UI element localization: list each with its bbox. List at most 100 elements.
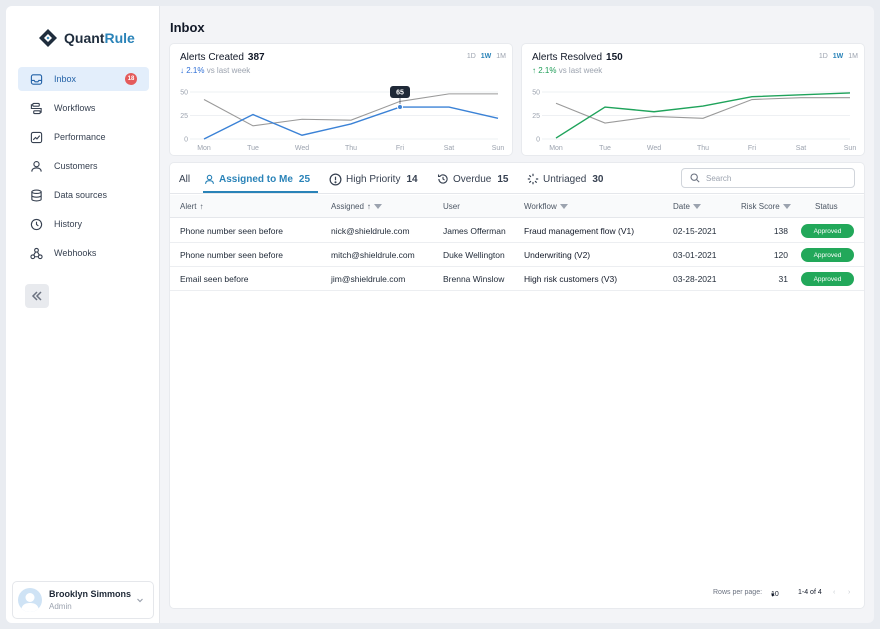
tab-label: Overdue [453, 173, 492, 185]
range-1d[interactable]: 1D [818, 53, 828, 60]
prev-page-icon[interactable]: ‹ [833, 589, 836, 596]
range-1w[interactable]: 1W [480, 53, 492, 60]
status-badge: Approved [801, 248, 854, 262]
column-status[interactable]: Status [815, 202, 838, 211]
y-tick-label: 0 [184, 137, 188, 144]
tab-all[interactable]: All [179, 172, 190, 186]
cell-alert: Email seen before [180, 274, 249, 284]
tab-count: 30 [592, 173, 604, 185]
inbox-badge: 18 [125, 73, 137, 85]
sidebar-item-webhooks[interactable]: Webhooks [18, 241, 149, 265]
x-tick-label: Thu [345, 145, 357, 152]
table-row[interactable]: Phone number seen before nick@shieldrule… [170, 219, 864, 243]
column-risk-score[interactable]: Risk Score [741, 202, 791, 211]
sidebar-item-inbox[interactable]: Inbox 18 [18, 67, 149, 91]
status-badge: Approved [801, 224, 854, 238]
change-value: 2.1% [538, 66, 557, 75]
arrow-down-icon: ↓ [180, 66, 184, 75]
column-workflow[interactable]: Workflow [524, 202, 568, 211]
sidebar-item-label: Performance [54, 132, 106, 142]
tab-high-priority[interactable]: High Priority 14 [329, 172, 418, 186]
y-tick-label: 50 [180, 90, 188, 97]
tab-label: Untriaged [543, 173, 587, 185]
tab-overdue[interactable]: Overdue 15 [437, 172, 508, 186]
cell-workflow[interactable]: Underwriting (V2) [524, 250, 591, 260]
workflow-icon [30, 102, 42, 114]
sidebar-item-customers[interactable]: Customers [18, 154, 149, 178]
sidebar-nav: Inbox 18 Workflows Performance Customers… [18, 67, 149, 270]
range-selector: 1D 1W 1M [819, 53, 858, 60]
x-tick-label: Tue [247, 145, 259, 152]
data-point[interactable] [397, 104, 403, 111]
cell-alert: Phone number seen before [180, 250, 284, 260]
filter-icon[interactable] [373, 203, 382, 210]
series-line [555, 92, 851, 139]
avatar-person-icon [21, 593, 39, 612]
search-input[interactable] [706, 173, 846, 183]
tooltip-box [390, 86, 410, 99]
sort-up-icon[interactable]: ↑ [199, 202, 204, 211]
filter-icon[interactable] [692, 203, 701, 210]
table-row[interactable]: Phone number seen before mitch@shieldrul… [170, 243, 864, 267]
sidebar: QuantRule Inbox 18 Workflows Performance… [6, 6, 160, 623]
cell-date: 02-15-2021 [673, 226, 717, 236]
series-line [203, 106, 499, 140]
x-tick-label: Thu [697, 145, 709, 152]
filter-icon[interactable] [559, 203, 568, 210]
user-role: Admin [49, 602, 72, 611]
cell-workflow[interactable]: High risk customers (V3) [524, 274, 618, 284]
series-line [555, 97, 850, 124]
cell-workflow[interactable]: Fraud management flow (V1) [524, 226, 635, 236]
sidebar-item-workflows[interactable]: Workflows [18, 96, 149, 120]
y-tick-label: 0 [536, 137, 540, 144]
column-assigned[interactable]: Assigned ↑ [331, 202, 382, 211]
cell-alert: Phone number seen before [180, 226, 284, 236]
user-name: Brooklyn Simmons [49, 589, 132, 599]
sidebar-item-data-sources[interactable]: Data sources [18, 183, 149, 207]
database-icon [31, 189, 42, 201]
logo[interactable]: QuantRule [38, 28, 135, 48]
cell-assigned: jim@shieldrule.com [331, 274, 406, 284]
column-user[interactable]: User [443, 202, 460, 211]
tab-assigned-to-me[interactable]: Assigned to Me 25 [204, 172, 310, 186]
page-range: 1-4 of 4 [798, 589, 822, 596]
range-selector: 1D 1W 1M [467, 53, 506, 60]
column-label: Status [815, 202, 838, 211]
table-row[interactable]: Email seen before jim@shieldrule.com Bre… [170, 267, 864, 291]
arrow-up-icon: ↑ [532, 66, 536, 75]
alerts-created-card: Alerts Created 387 ↓ 2.1% vs last week 1D… [170, 44, 512, 155]
avatar [18, 588, 42, 612]
range-1m[interactable]: 1M [848, 53, 858, 60]
x-tick-label: Sun [492, 145, 505, 152]
alerts-table-card: All Assigned to Me 25 High Priority 14 Ove… [170, 163, 864, 608]
sort-up-icon[interactable]: ↑ [366, 202, 371, 211]
range-1w[interactable]: 1W [832, 53, 844, 60]
column-alert[interactable]: Alert ↑ [180, 202, 203, 211]
column-date[interactable]: Date [673, 202, 701, 211]
collapse-sidebar-button[interactable] [25, 284, 49, 308]
x-tick-label: Sat [796, 145, 807, 152]
user-info: Brooklyn Simmons Admin [49, 589, 131, 611]
status-badge: Approved [801, 272, 854, 286]
tab-label: All [179, 173, 191, 185]
x-tick-label: Mon [549, 145, 563, 152]
chevron-down-icon[interactable] [136, 596, 144, 604]
range-1d[interactable]: 1D [466, 53, 476, 60]
next-page-icon[interactable]: › [848, 589, 851, 596]
x-tick-label: Tue [599, 145, 611, 152]
tab-untriaged[interactable]: Untriaged 30 [527, 172, 603, 186]
cell-risk-score: 120 [773, 250, 788, 260]
column-label: Risk Score [741, 202, 780, 211]
inbox-icon [30, 73, 43, 85]
user-profile-card[interactable]: Brooklyn Simmons Admin [12, 581, 154, 619]
sidebar-item-performance[interactable]: Performance [18, 125, 149, 149]
filter-icon[interactable] [782, 203, 791, 210]
stat-label: Alerts Created [180, 52, 244, 63]
alerts-created-change: ↓ 2.1% vs last week [180, 66, 250, 75]
cell-user: Brenna Winslow [443, 274, 505, 284]
spinner-icon [527, 173, 539, 185]
clock-icon [30, 218, 43, 230]
range-1m[interactable]: 1M [496, 53, 506, 60]
search-box[interactable] [681, 168, 855, 188]
sidebar-item-history[interactable]: History [18, 212, 149, 236]
